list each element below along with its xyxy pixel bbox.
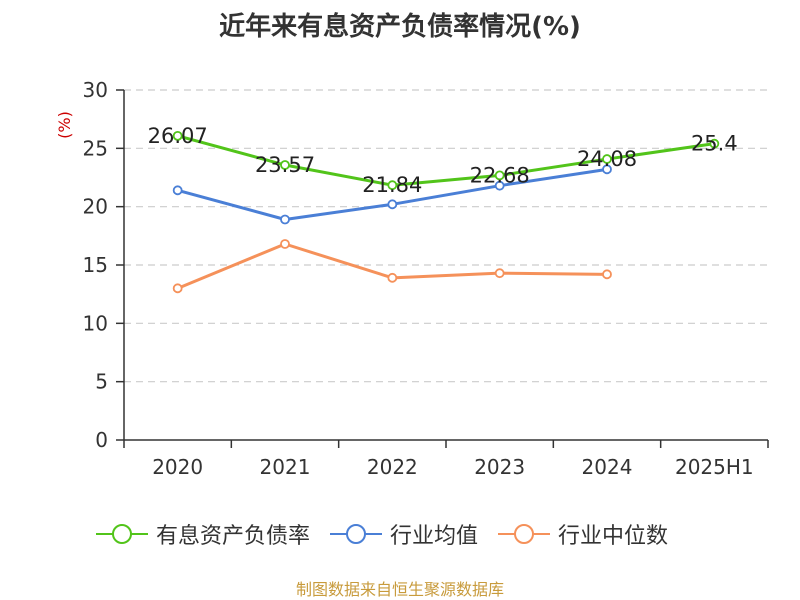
data-point xyxy=(709,138,720,149)
y-tick-label: 15 xyxy=(83,253,108,277)
x-tick-label: 2025H1 xyxy=(675,455,754,479)
data-point xyxy=(494,180,505,191)
legend: 有息资产负债率 行业均值 行业中位数 xyxy=(96,518,688,550)
legend-label: 行业均值 xyxy=(390,524,479,549)
data-point xyxy=(280,239,290,249)
data-point xyxy=(280,214,290,225)
y-tick-label: 25 xyxy=(83,136,108,160)
data-point xyxy=(387,272,398,283)
x-tick-label: 2023 xyxy=(474,455,525,479)
legend-marker-green xyxy=(96,524,148,544)
data-point xyxy=(494,170,505,181)
data-point xyxy=(602,164,612,175)
data-label: 26.07 xyxy=(148,124,208,148)
data-point xyxy=(387,180,398,191)
data-point xyxy=(387,199,398,210)
chart-title: 近年来有息资产负债率情况(%) xyxy=(219,12,581,42)
data-label: 24.08 xyxy=(577,147,637,171)
data-label: 21.84 xyxy=(362,173,422,197)
data-point xyxy=(172,185,183,196)
x-tick-label: 2024 xyxy=(582,455,633,479)
x-tick-label: 2020 xyxy=(152,455,203,479)
y-tick-label: 0 xyxy=(95,428,108,452)
data-label: 25.4 xyxy=(691,132,738,156)
legend-marker-blue xyxy=(330,524,383,544)
legend-marker-orange xyxy=(498,524,551,544)
legend-item-industry-median[interactable]: 行业中位数 xyxy=(498,518,668,550)
data-source-note: 制图数据来自恒生聚源数据库 xyxy=(295,580,504,599)
legend-label: 行业中位数 xyxy=(558,524,669,549)
data-point xyxy=(172,130,183,141)
series-line xyxy=(177,134,715,187)
y-tick-label: 30 xyxy=(83,78,108,102)
data-point xyxy=(280,160,290,170)
data-label: 22.68 xyxy=(470,163,530,187)
y-tick-label: 5 xyxy=(95,370,108,394)
data-label: 23.57 xyxy=(255,153,315,177)
data-point xyxy=(602,154,612,164)
legend-label: 有息资产负债率 xyxy=(156,524,311,549)
legend-item-industry-mean[interactable]: 行业均值 xyxy=(330,518,478,550)
data-point xyxy=(172,283,183,294)
x-tick-label: 2021 xyxy=(260,455,311,479)
data-point xyxy=(494,268,505,279)
y-axis-label: (%) xyxy=(55,111,74,139)
legend-item-interest-debt-ratio[interactable]: 有息资产负债率 xyxy=(96,518,310,550)
data-point xyxy=(602,269,612,280)
y-tick-label: 20 xyxy=(83,195,108,219)
y-tick-label: 10 xyxy=(83,311,108,335)
x-tick-label: 2022 xyxy=(367,455,418,479)
